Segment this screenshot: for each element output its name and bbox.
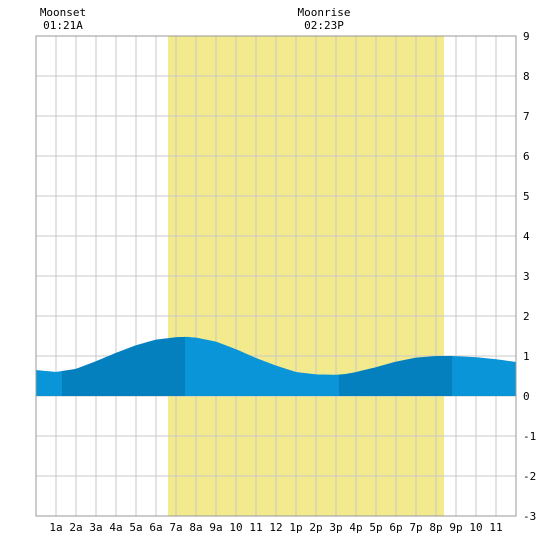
y-tick-label: 3 [523, 270, 530, 283]
y-tick-label: -2 [523, 470, 536, 483]
y-tick-label: 0 [523, 390, 530, 403]
x-tick-label: 6p [389, 521, 402, 534]
x-tick-label: 3a [89, 521, 102, 534]
y-axis-labels: -3 -2 -1 0 1 2 3 4 5 6 7 8 9 [523, 30, 536, 523]
x-tick-label: 11 [489, 521, 502, 534]
x-tick-label: 2a [69, 521, 82, 534]
x-tick-label: 5a [129, 521, 142, 534]
y-tick-label: 2 [523, 310, 530, 323]
x-tick-label: 7p [409, 521, 422, 534]
x-tick-label: 2p [309, 521, 322, 534]
tide-band [185, 336, 339, 396]
annotation-label: Moonrise [298, 6, 351, 19]
tide-band [62, 336, 185, 396]
tide-area [36, 336, 516, 396]
tide-band [36, 370, 62, 396]
annotation-time: 01:21A [43, 19, 83, 32]
x-tick-label: 1p [289, 521, 302, 534]
x-tick-label: 9a [209, 521, 222, 534]
y-tick-label: 7 [523, 110, 530, 123]
x-tick-label: 5p [369, 521, 382, 534]
tide-band [452, 356, 516, 396]
x-tick-label: 3p [329, 521, 342, 534]
y-tick-label: 6 [523, 150, 530, 163]
y-tick-label: 9 [523, 30, 530, 43]
x-axis-labels: 1a 2a 3a 4a 5a 6a 7a 8a 9a 10 11 12 1p 2p 3p 4p 5p 6p 7p 8p… [49, 521, 502, 534]
x-tick-label: 6a [149, 521, 162, 534]
x-tick-label: 12 [269, 521, 282, 534]
x-tick-label: 10 [229, 521, 242, 534]
grid-lines [36, 36, 516, 516]
y-tick-label: 8 [523, 70, 530, 83]
x-tick-label: 8a [189, 521, 202, 534]
x-tick-label: 9p [449, 521, 462, 534]
tide-band [339, 356, 452, 396]
y-tick-label: -1 [523, 430, 536, 443]
x-tick-label: 7a [169, 521, 182, 534]
annotation-label: Moonset [40, 6, 86, 19]
x-tick-label: 10 [469, 521, 482, 534]
y-tick-label: 4 [523, 230, 530, 243]
x-tick-label: 4a [109, 521, 122, 534]
x-tick-label: 8p [429, 521, 442, 534]
x-tick-label: 1a [49, 521, 62, 534]
y-tick-label: 5 [523, 190, 530, 203]
plot-frame [35, 35, 517, 517]
y-tick-label: 1 [523, 350, 530, 363]
x-tick-label: 4p [349, 521, 362, 534]
x-tick-label: 11 [249, 521, 262, 534]
annotation-time: 02:23P [304, 19, 344, 32]
y-tick-label: -3 [523, 510, 536, 523]
